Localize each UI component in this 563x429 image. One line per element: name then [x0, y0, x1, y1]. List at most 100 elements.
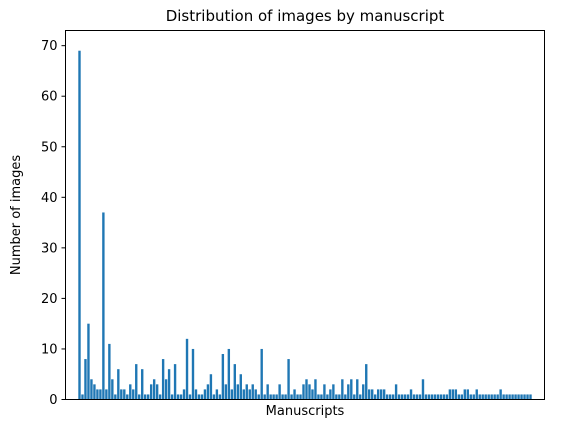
y-tick-label: 0	[49, 393, 57, 408]
bar	[203, 389, 207, 400]
bar	[254, 389, 257, 400]
bar	[326, 394, 329, 400]
bar	[239, 374, 242, 400]
bar	[475, 389, 478, 400]
bar	[185, 338, 189, 400]
bar	[451, 389, 455, 400]
bar	[242, 389, 245, 400]
bar	[362, 384, 365, 400]
bar	[529, 394, 532, 400]
bar	[356, 379, 359, 400]
bar	[469, 394, 472, 400]
bar	[230, 389, 234, 400]
bar	[505, 394, 508, 400]
bar	[436, 394, 440, 400]
bar	[269, 394, 272, 400]
bar	[332, 384, 335, 400]
bar	[439, 394, 443, 400]
bar	[311, 389, 314, 400]
bar	[430, 394, 434, 400]
bar	[421, 379, 425, 400]
bar	[117, 369, 120, 400]
bar	[502, 394, 505, 400]
bar	[200, 394, 204, 400]
bar	[523, 394, 526, 400]
bar	[382, 389, 386, 400]
y-tick-label: 40	[41, 191, 58, 206]
bar	[218, 394, 222, 400]
bar	[385, 394, 389, 400]
bar	[287, 359, 290, 400]
bar	[320, 394, 323, 400]
bar	[215, 389, 219, 400]
bar	[188, 394, 192, 400]
bar	[155, 384, 159, 400]
bar	[296, 394, 299, 400]
bar	[517, 394, 520, 400]
bar	[374, 394, 377, 400]
bar	[236, 384, 239, 400]
bar	[272, 394, 275, 400]
bar	[472, 394, 475, 400]
bar	[114, 394, 117, 400]
bar	[284, 394, 287, 400]
bar	[424, 394, 428, 400]
bar	[129, 384, 132, 400]
bar	[448, 389, 452, 400]
bar	[368, 389, 371, 400]
bar	[221, 354, 225, 400]
bar	[281, 394, 284, 400]
bar	[403, 394, 407, 400]
bar	[293, 389, 296, 400]
bar	[194, 389, 198, 400]
bar	[418, 394, 422, 400]
bar	[147, 394, 150, 400]
bar	[353, 394, 356, 400]
bar	[445, 394, 449, 400]
bar	[266, 384, 269, 400]
bar	[520, 394, 523, 400]
bar	[132, 389, 135, 400]
bar	[170, 394, 174, 400]
bar	[99, 389, 102, 400]
bar	[344, 394, 347, 400]
bar	[224, 384, 228, 400]
bar	[84, 359, 87, 400]
bar	[87, 323, 90, 400]
bar	[371, 389, 374, 400]
bar	[257, 394, 260, 400]
bar	[442, 394, 446, 400]
bar	[197, 394, 201, 400]
bar	[102, 212, 105, 400]
bar	[290, 394, 293, 400]
bar	[81, 394, 84, 400]
bar	[302, 384, 305, 400]
bar	[299, 394, 302, 400]
bar	[123, 389, 126, 400]
bar	[397, 394, 401, 400]
bar	[305, 379, 308, 400]
bar	[227, 348, 231, 400]
bar	[394, 384, 398, 400]
bar	[308, 384, 311, 400]
bar	[415, 394, 419, 400]
bar	[141, 369, 144, 400]
bar	[335, 394, 338, 400]
plot-area-frame	[65, 30, 545, 400]
bar	[460, 394, 463, 400]
bar	[490, 394, 493, 400]
y-axis-ticks: 0 10 20 30 40 50 60 70	[41, 39, 66, 408]
bar	[120, 389, 123, 400]
bar	[526, 394, 529, 400]
y-tick-label: 20	[41, 292, 58, 307]
bar	[427, 394, 431, 400]
y-tick-label: 50	[41, 140, 58, 155]
bar	[338, 394, 341, 400]
bar	[161, 359, 165, 400]
bar	[350, 379, 353, 400]
y-tick-label: 70	[41, 39, 58, 54]
bar	[487, 394, 490, 400]
bar	[90, 379, 93, 400]
bar	[251, 384, 254, 400]
bar	[93, 384, 96, 400]
